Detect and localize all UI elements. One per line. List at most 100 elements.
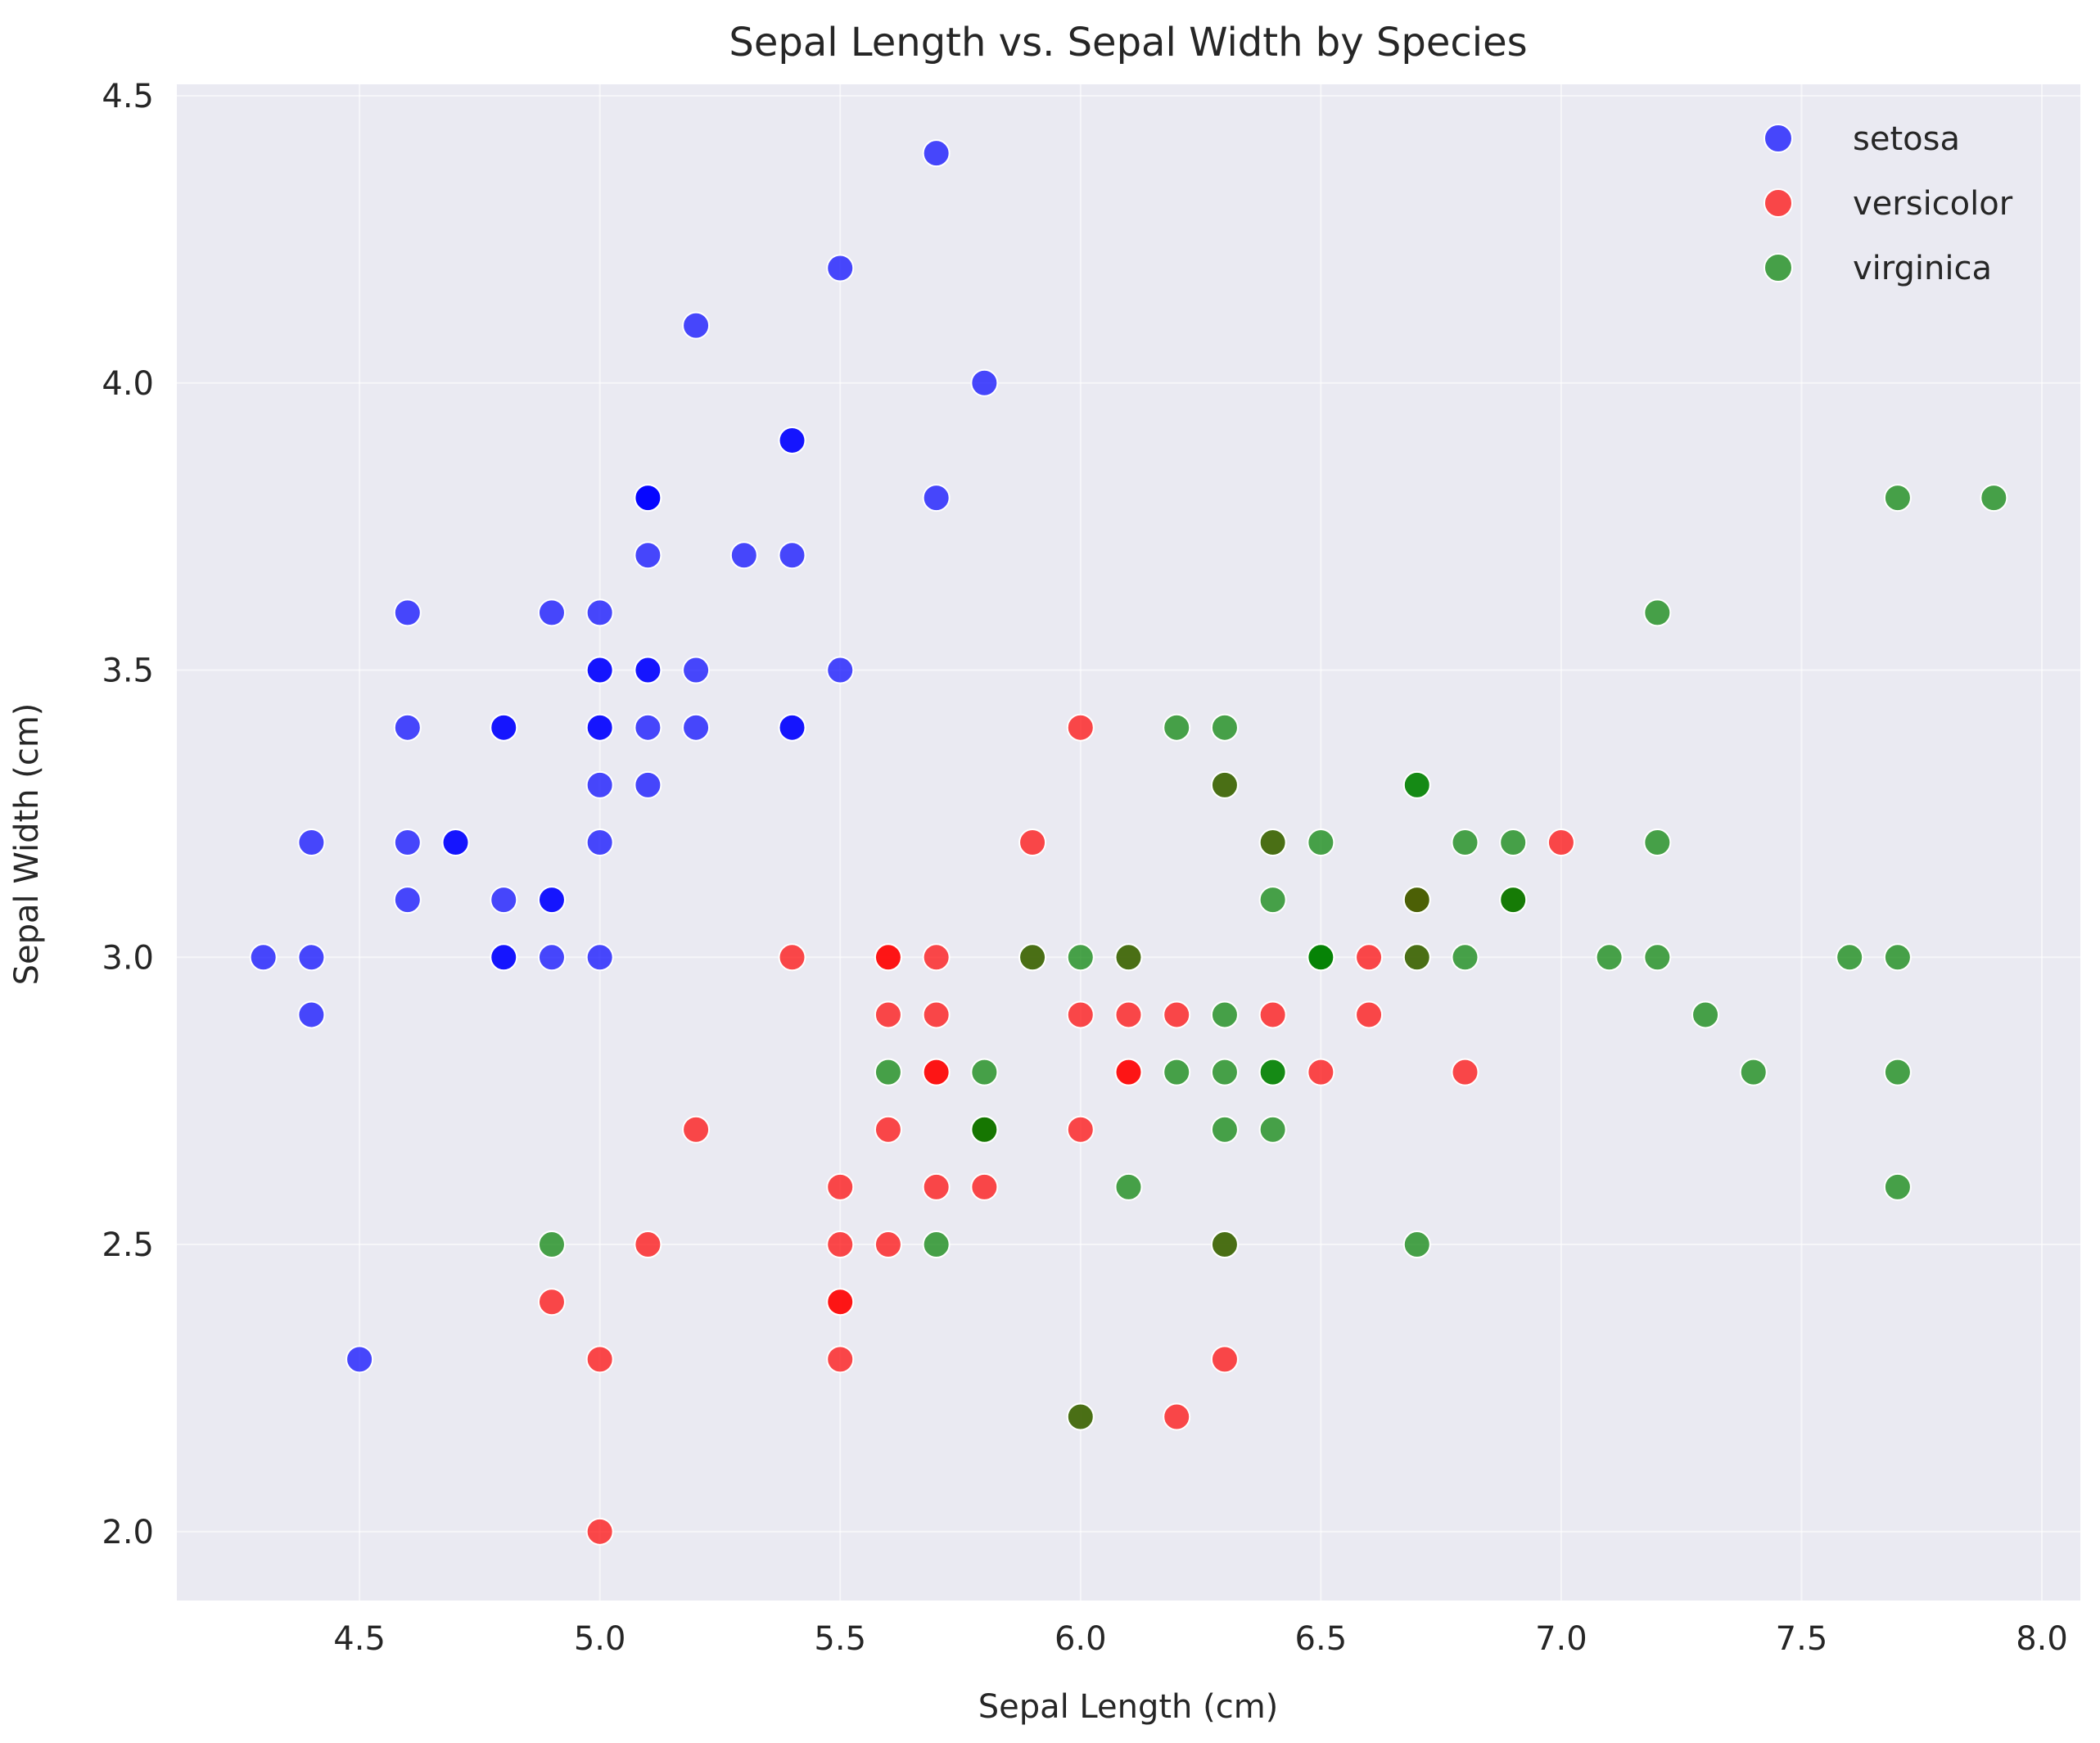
data-point bbox=[1402, 1230, 1431, 1259]
y-tick-label: 4.0 bbox=[102, 365, 154, 403]
data-point bbox=[1739, 1058, 1768, 1086]
x-tick-label: 5.5 bbox=[814, 1620, 866, 1658]
data-point bbox=[1643, 829, 1672, 856]
data-point bbox=[585, 770, 614, 799]
data-point bbox=[1691, 1000, 1720, 1029]
series-setosa bbox=[249, 139, 999, 1374]
x-tick-label: 6.5 bbox=[1295, 1620, 1348, 1658]
data-point bbox=[634, 1230, 662, 1259]
data-point bbox=[1066, 1115, 1095, 1144]
data-point bbox=[874, 1058, 902, 1086]
data-point bbox=[1402, 886, 1431, 914]
data-point bbox=[922, 943, 951, 972]
data-point bbox=[585, 943, 614, 972]
data-point bbox=[874, 943, 902, 972]
data-point bbox=[922, 1058, 951, 1086]
data-point bbox=[1018, 943, 1047, 972]
y-tick-label: 4.5 bbox=[102, 78, 154, 115]
data-point bbox=[1307, 1058, 1335, 1086]
data-point bbox=[393, 886, 422, 914]
data-point bbox=[1258, 1000, 1287, 1029]
data-point bbox=[1066, 713, 1095, 742]
data-point bbox=[1355, 1000, 1384, 1029]
x-axis-ticks: 4.5 5.0 5.5 6.0 6.5 7.0 7.5 8.0 bbox=[333, 1620, 2068, 1658]
x-tick-label: 7.0 bbox=[1535, 1620, 1587, 1658]
data-point bbox=[1643, 943, 1672, 972]
data-point bbox=[490, 713, 518, 742]
legend: setosa versicolor virginica bbox=[1764, 120, 2013, 287]
data-point bbox=[970, 1058, 999, 1086]
data-points bbox=[249, 139, 2008, 1546]
data-point bbox=[537, 1288, 566, 1316]
data-point bbox=[970, 1115, 999, 1144]
data-point bbox=[1980, 484, 2008, 513]
data-point bbox=[1451, 943, 1479, 972]
data-point bbox=[1210, 1230, 1239, 1259]
legend-label: versicolor bbox=[1853, 185, 2013, 223]
legend-label: setosa bbox=[1853, 120, 1960, 158]
data-point bbox=[1451, 829, 1479, 856]
data-point bbox=[1883, 1058, 1912, 1086]
data-point bbox=[1402, 770, 1431, 799]
data-point bbox=[537, 943, 566, 972]
data-point bbox=[1258, 829, 1287, 856]
data-point bbox=[297, 829, 326, 856]
legend-marker bbox=[1764, 188, 1793, 218]
data-point bbox=[1836, 943, 1864, 972]
data-point bbox=[1643, 598, 1672, 627]
data-point bbox=[1499, 886, 1528, 914]
data-point bbox=[249, 943, 278, 972]
data-point bbox=[1355, 943, 1384, 972]
data-point bbox=[585, 598, 614, 627]
data-point bbox=[1258, 886, 1287, 914]
data-point bbox=[1018, 829, 1047, 856]
data-point bbox=[634, 656, 662, 684]
data-point bbox=[1163, 1058, 1191, 1086]
y-axis-label: Sepal Width (cm) bbox=[8, 703, 46, 986]
data-point bbox=[778, 541, 806, 570]
data-point bbox=[682, 656, 711, 684]
data-point bbox=[1163, 1402, 1191, 1431]
data-point bbox=[1210, 1115, 1239, 1144]
data-point bbox=[826, 656, 855, 684]
data-point bbox=[1163, 1000, 1191, 1029]
legend-item-versicolor: versicolor bbox=[1764, 185, 2013, 223]
data-point bbox=[537, 1230, 566, 1259]
data-point bbox=[1210, 1058, 1239, 1086]
data-point bbox=[1547, 829, 1575, 856]
data-point bbox=[1163, 713, 1191, 742]
data-point bbox=[778, 426, 806, 454]
data-point bbox=[826, 254, 855, 282]
data-point bbox=[345, 1345, 374, 1374]
data-point bbox=[585, 829, 614, 856]
x-tick-label: 8.0 bbox=[2016, 1620, 2068, 1658]
data-point bbox=[1114, 1172, 1143, 1201]
data-point bbox=[922, 139, 951, 168]
data-point bbox=[1066, 1402, 1095, 1431]
data-point bbox=[874, 1000, 902, 1029]
data-point bbox=[1114, 1058, 1143, 1086]
data-point bbox=[585, 1517, 614, 1546]
data-point bbox=[682, 1115, 711, 1144]
data-point bbox=[922, 484, 951, 513]
data-point bbox=[585, 713, 614, 742]
data-point bbox=[1883, 1172, 1912, 1201]
x-tick-label: 6.0 bbox=[1055, 1620, 1107, 1658]
data-point bbox=[393, 713, 422, 742]
legend-item-setosa: setosa bbox=[1764, 120, 1960, 158]
data-point bbox=[1210, 1345, 1239, 1374]
data-point bbox=[729, 541, 758, 570]
data-point bbox=[1066, 1000, 1095, 1029]
data-point bbox=[922, 1230, 951, 1259]
data-point bbox=[1114, 1000, 1143, 1029]
data-point bbox=[537, 598, 566, 627]
data-point bbox=[297, 1000, 326, 1029]
x-tick-label: 4.5 bbox=[333, 1620, 386, 1658]
y-tick-label: 2.0 bbox=[102, 1514, 154, 1551]
series-virginica bbox=[537, 484, 2008, 1431]
data-point bbox=[826, 1345, 855, 1374]
data-point bbox=[682, 713, 711, 742]
data-point bbox=[585, 1345, 614, 1374]
data-point bbox=[922, 1172, 951, 1201]
legend-marker bbox=[1764, 124, 1793, 153]
